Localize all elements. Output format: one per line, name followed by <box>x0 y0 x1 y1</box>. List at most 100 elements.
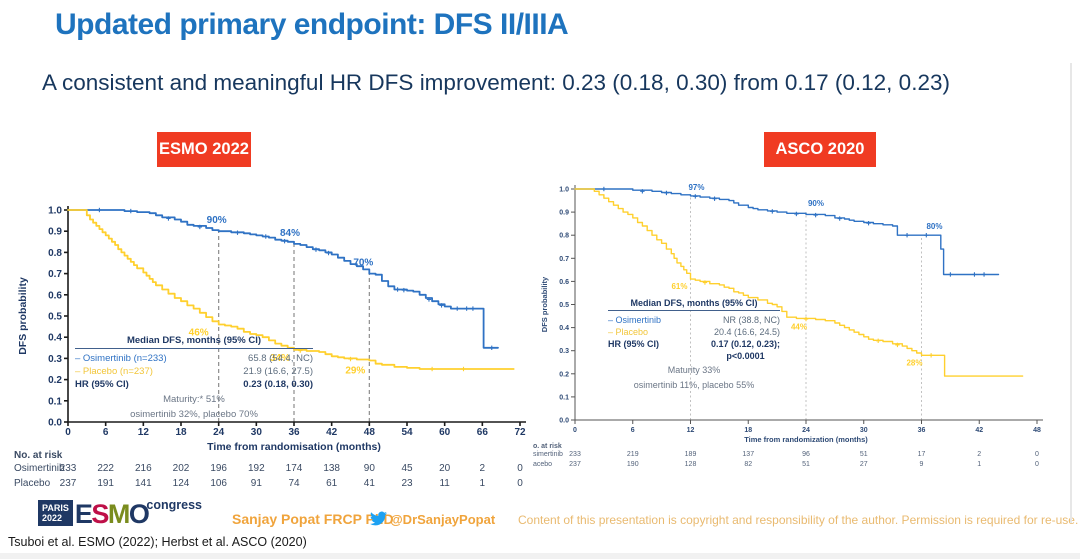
svg-text:174: 174 <box>286 463 303 474</box>
svg-text:24: 24 <box>213 427 225 438</box>
legend-row-placebo: – Placebo (n=237) 21.9 (16.6, 27.5) <box>75 366 313 377</box>
svg-text:Osimertinib: Osimertinib <box>14 463 65 474</box>
svg-text:28%: 28% <box>906 358 922 367</box>
svg-text:48: 48 <box>364 427 376 438</box>
svg-text:48: 48 <box>1033 427 1041 434</box>
legend-header: Median DFS, months (95% CI) <box>608 298 780 311</box>
svg-text:0.1: 0.1 <box>48 396 62 407</box>
legend-maturity-line1: Maturity 33% <box>667 365 721 375</box>
svg-text:237: 237 <box>60 478 77 489</box>
legend-row-placebo: – Placebo 20.4 (16.6, 24.5) <box>608 327 780 337</box>
svg-text:0: 0 <box>1035 461 1039 468</box>
svg-text:simertinib: simertinib <box>533 451 563 458</box>
svg-text:18: 18 <box>175 427 187 438</box>
svg-text:90: 90 <box>364 463 376 474</box>
svg-text:acebo: acebo <box>533 461 552 468</box>
svg-text:42: 42 <box>975 427 983 434</box>
svg-text:1: 1 <box>480 478 486 489</box>
svg-text:82: 82 <box>744 461 752 468</box>
svg-text:Placebo: Placebo <box>14 478 51 489</box>
svg-text:97%: 97% <box>688 183 704 192</box>
svg-text:0: 0 <box>517 478 523 489</box>
svg-text:0.9: 0.9 <box>48 227 62 238</box>
subtitle: A consistent and meaningful HR DFS impro… <box>42 70 950 95</box>
svg-text:1.0: 1.0 <box>48 206 62 217</box>
svg-text:No. at risk: No. at risk <box>14 450 63 461</box>
twitter-icon <box>370 511 387 526</box>
legend-maturity-line2: osimertinib 32%, placebo 70% <box>130 408 258 420</box>
svg-text:189: 189 <box>685 451 697 458</box>
svg-text:12: 12 <box>138 427 150 438</box>
svg-text:216: 216 <box>135 463 152 474</box>
svg-text:51: 51 <box>802 461 810 468</box>
svg-text:138: 138 <box>323 463 340 474</box>
esmo-wordmark: ESMO <box>74 499 150 529</box>
svg-text:1: 1 <box>977 461 981 468</box>
svg-text:60: 60 <box>439 427 451 438</box>
svg-text:17: 17 <box>918 451 926 458</box>
svg-text:74: 74 <box>288 478 300 489</box>
svg-text:84%: 84% <box>280 228 300 239</box>
svg-text:0.2: 0.2 <box>559 371 569 378</box>
svg-text:128: 128 <box>685 461 697 468</box>
svg-text:Time from randomisation (month: Time from randomisation (months) <box>207 441 381 453</box>
legend-asco-2020: Median DFS, months (95% CI) – Osimertini… <box>608 298 780 391</box>
svg-text:0.6: 0.6 <box>48 290 62 301</box>
svg-text:0.3: 0.3 <box>48 354 62 365</box>
svg-text:Time from randomization (month: Time from randomization (months) <box>744 435 868 444</box>
svg-text:196: 196 <box>210 463 227 474</box>
svg-text:1.0: 1.0 <box>559 186 569 193</box>
svg-text:96: 96 <box>802 451 810 458</box>
esmo-congress-logo: PARIS 2022 ESMO congress <box>38 498 204 529</box>
svg-text:45: 45 <box>401 463 413 474</box>
svg-text:0.0: 0.0 <box>48 418 62 429</box>
svg-text:202: 202 <box>173 463 190 474</box>
svg-text:0.8: 0.8 <box>48 248 62 259</box>
legend-row-hazard-ratio: HR (95% CI) 0.23 (0.18, 0.30) <box>75 379 313 390</box>
svg-text:219: 219 <box>627 451 639 458</box>
svg-text:30: 30 <box>860 427 868 434</box>
km-panel-esmo-2022: 0.0 0.1 0.2 0.3 0.4 0.5 0.6 0.7 0.8 0.9 1.0 0 6 12 18 2… <box>14 188 530 500</box>
svg-text:0.3: 0.3 <box>559 348 569 355</box>
svg-text:DFS probability: DFS probability <box>17 277 29 355</box>
svg-text:41: 41 <box>364 478 376 489</box>
svg-text:0.7: 0.7 <box>559 256 569 263</box>
congress-label: congress <box>146 498 202 512</box>
km-plot-esmo-2022: 0.00.10.20.30.40.50.60.70.80.91.00 6 12 18 2… <box>14 206 526 489</box>
svg-text:2: 2 <box>977 451 981 458</box>
km-panel-asco-2020: 0.0 0.1 0.2 0.3 0.4 0.5 0.6 0.7 0.8 0.9 1.0 0 6 12 18 2… <box>530 176 1075 492</box>
svg-text:6: 6 <box>631 427 635 434</box>
svg-text:61%: 61% <box>671 282 687 291</box>
citation: Tsuboi et al. ESMO (2022); Herbst et al.… <box>8 535 307 549</box>
svg-text:222: 222 <box>97 463 114 474</box>
bottom-strip <box>0 553 1080 559</box>
svg-text:0.5: 0.5 <box>559 302 569 309</box>
svg-text:20: 20 <box>439 463 451 474</box>
svg-text:18: 18 <box>744 427 752 434</box>
legend-maturity-line1: Maturity:* 51% <box>163 394 225 405</box>
svg-text:46%: 46% <box>189 327 209 338</box>
svg-text:0: 0 <box>573 427 577 434</box>
svg-text:0.4: 0.4 <box>559 325 569 332</box>
svg-text:0.1: 0.1 <box>559 394 569 401</box>
svg-text:124: 124 <box>173 478 190 489</box>
svg-text:190: 190 <box>627 461 639 468</box>
legend-row-hazard-ratio: HR (95% CI) 0.17 (0.12, 0.23); p<0.0001 <box>608 339 780 361</box>
svg-text:23: 23 <box>401 478 413 489</box>
svg-text:233: 233 <box>569 451 581 458</box>
svg-text:61: 61 <box>326 478 338 489</box>
badge-esmo-2022: ESMO 2022 <box>157 132 251 167</box>
svg-text:141: 141 <box>135 478 152 489</box>
svg-text:42: 42 <box>326 427 338 438</box>
svg-text:24: 24 <box>802 427 810 434</box>
svg-text:30: 30 <box>251 427 263 438</box>
svg-text:DFS probability: DFS probability <box>540 276 549 332</box>
svg-text:11: 11 <box>439 478 450 489</box>
svg-text:34%: 34% <box>270 353 290 364</box>
svg-text:0.7: 0.7 <box>48 269 62 280</box>
svg-text:0: 0 <box>1035 451 1039 458</box>
svg-text:0.4: 0.4 <box>48 333 62 344</box>
svg-text:o. at risk: o. at risk <box>533 443 562 450</box>
svg-text:54: 54 <box>401 427 413 438</box>
svg-text:0.5: 0.5 <box>48 312 62 323</box>
